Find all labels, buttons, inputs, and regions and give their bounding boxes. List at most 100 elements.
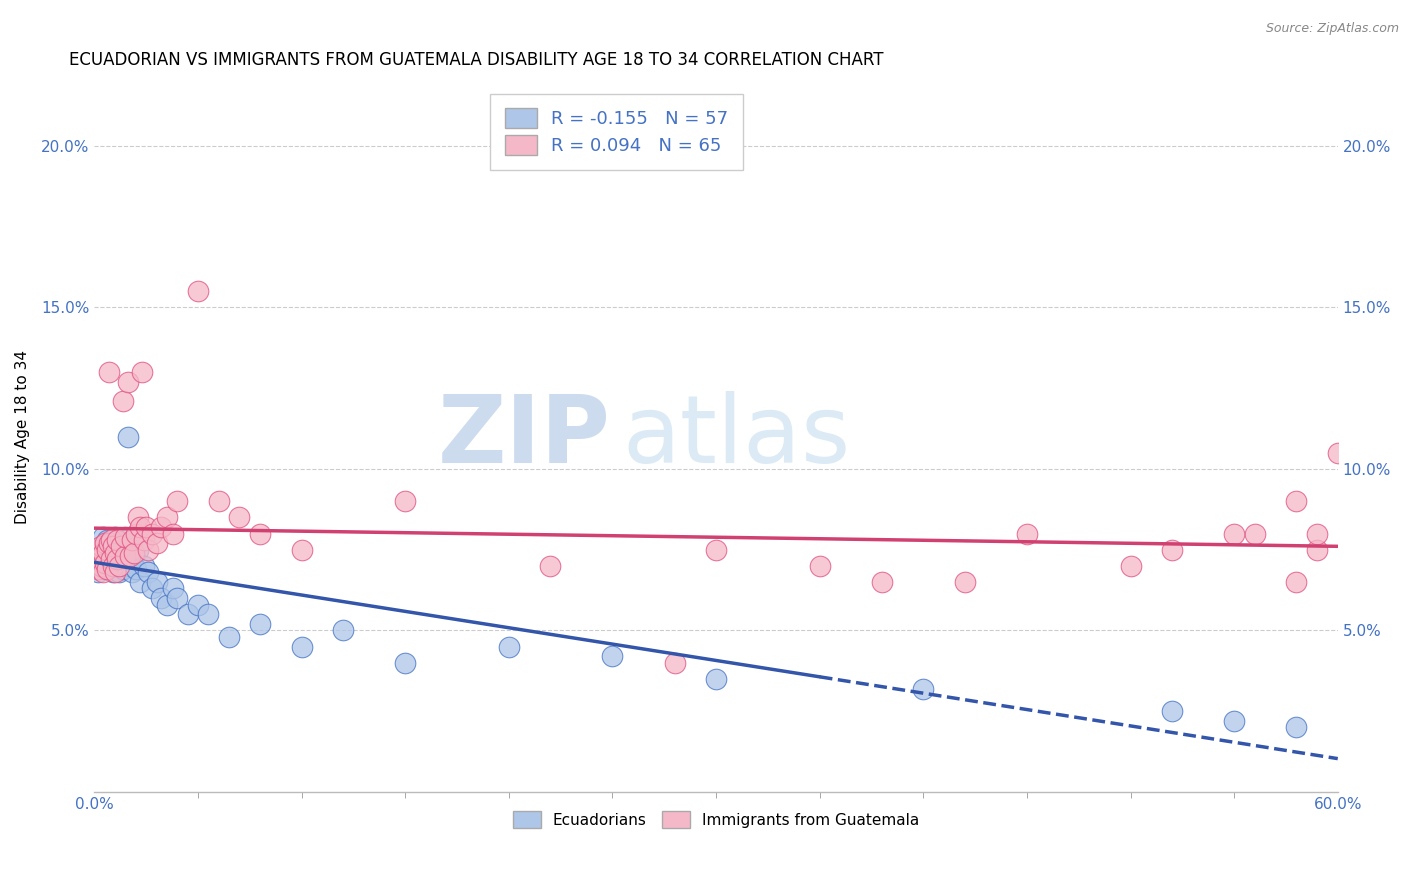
- Point: [1285, 720, 1308, 734]
- Point: [91, 530, 114, 544]
- Point: [1119, 558, 1142, 573]
- Point: [93, 540, 115, 554]
- Point: [290, 640, 312, 654]
- Point: [101, 566, 124, 580]
- Point: [93, 562, 115, 576]
- Point: [166, 591, 188, 606]
- Point: [112, 562, 135, 576]
- Point: [145, 536, 167, 550]
- Point: [132, 558, 155, 573]
- Point: [114, 530, 136, 544]
- Point: [91, 546, 114, 560]
- Point: [129, 520, 152, 534]
- Point: [498, 640, 520, 654]
- Point: [156, 510, 179, 524]
- Point: [538, 558, 561, 573]
- Point: [86, 552, 108, 566]
- Point: [149, 520, 172, 534]
- Point: [104, 530, 127, 544]
- Point: [108, 546, 131, 560]
- Point: [141, 526, 163, 541]
- Point: [125, 526, 148, 541]
- Point: [1223, 526, 1246, 541]
- Point: [97, 536, 120, 550]
- Point: [176, 607, 198, 622]
- Point: [101, 542, 124, 557]
- Point: [117, 430, 139, 444]
- Point: [162, 526, 184, 541]
- Point: [118, 549, 141, 564]
- Point: [93, 536, 115, 550]
- Point: [108, 566, 131, 580]
- Point: [187, 285, 209, 299]
- Point: [187, 598, 209, 612]
- Point: [1244, 526, 1267, 541]
- Point: [87, 542, 110, 557]
- Point: [1223, 714, 1246, 728]
- Point: [96, 549, 118, 564]
- Point: [1306, 526, 1329, 541]
- Point: [136, 542, 159, 557]
- Point: [105, 552, 128, 566]
- Point: [108, 558, 131, 573]
- Point: [121, 533, 143, 547]
- Point: [870, 574, 893, 589]
- Point: [394, 494, 416, 508]
- Point: [808, 558, 831, 573]
- Point: [104, 546, 127, 560]
- Text: atlas: atlas: [623, 391, 851, 483]
- Point: [704, 672, 727, 686]
- Point: [100, 556, 122, 570]
- Point: [197, 607, 219, 622]
- Point: [131, 365, 153, 379]
- Point: [136, 566, 159, 580]
- Point: [90, 540, 112, 554]
- Point: [112, 542, 135, 557]
- Point: [90, 542, 112, 557]
- Point: [86, 552, 108, 566]
- Point: [1285, 494, 1308, 508]
- Point: [100, 533, 122, 547]
- Point: [125, 562, 148, 576]
- Point: [953, 574, 976, 589]
- Point: [249, 617, 271, 632]
- Point: [135, 520, 157, 534]
- Point: [114, 549, 136, 564]
- Point: [104, 549, 127, 564]
- Text: Source: ZipAtlas.com: Source: ZipAtlas.com: [1265, 22, 1399, 36]
- Point: [110, 556, 132, 570]
- Point: [122, 546, 145, 560]
- Point: [87, 562, 110, 576]
- Point: [93, 556, 115, 570]
- Point: [122, 549, 145, 564]
- Point: [100, 536, 122, 550]
- Point: [141, 582, 163, 596]
- Point: [602, 649, 624, 664]
- Point: [90, 558, 112, 573]
- Point: [228, 510, 250, 524]
- Point: [218, 630, 240, 644]
- Point: [394, 656, 416, 670]
- Point: [156, 598, 179, 612]
- Point: [129, 574, 152, 589]
- Point: [96, 562, 118, 576]
- Point: [110, 540, 132, 554]
- Point: [104, 566, 127, 580]
- Point: [97, 546, 120, 560]
- Point: [1306, 542, 1329, 557]
- Point: [112, 394, 135, 409]
- Point: [149, 591, 172, 606]
- Legend: Ecuadorians, Immigrants from Guatemala: Ecuadorians, Immigrants from Guatemala: [508, 805, 925, 834]
- Point: [87, 566, 110, 580]
- Point: [105, 558, 128, 573]
- Point: [664, 656, 686, 670]
- Point: [105, 533, 128, 547]
- Point: [101, 558, 124, 573]
- Text: ECUADORIAN VS IMMIGRANTS FROM GUATEMALA DISABILITY AGE 18 TO 34 CORRELATION CHAR: ECUADORIAN VS IMMIGRANTS FROM GUATEMALA …: [69, 51, 884, 69]
- Point: [145, 574, 167, 589]
- Point: [249, 526, 271, 541]
- Point: [208, 494, 231, 508]
- Point: [1015, 526, 1038, 541]
- Point: [121, 566, 143, 580]
- Point: [114, 552, 136, 566]
